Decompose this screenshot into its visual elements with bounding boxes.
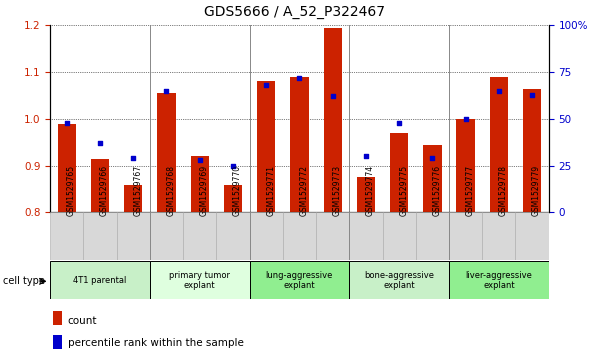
Bar: [316, 212, 349, 260]
Bar: [449, 212, 482, 260]
Bar: [191, 156, 209, 212]
Text: 4T1 parental: 4T1 parental: [73, 276, 127, 285]
Bar: [91, 159, 109, 212]
Bar: [217, 212, 250, 260]
Bar: [283, 212, 316, 260]
Point: [195, 157, 205, 163]
Text: GSM1529775: GSM1529775: [399, 165, 408, 216]
Bar: [257, 81, 276, 212]
Text: GSM1529769: GSM1529769: [199, 165, 209, 216]
Bar: [349, 212, 382, 260]
Bar: [150, 261, 250, 299]
Bar: [349, 261, 449, 299]
Bar: [516, 212, 549, 260]
Point: [129, 155, 138, 161]
Bar: [490, 77, 508, 212]
Text: GSM1529776: GSM1529776: [432, 165, 441, 216]
Point: [228, 163, 238, 168]
Text: GSM1529778: GSM1529778: [499, 165, 508, 216]
Bar: [124, 185, 142, 212]
Bar: [224, 185, 242, 212]
Bar: [58, 123, 76, 212]
Text: GSM1529765: GSM1529765: [67, 165, 76, 216]
Text: GSM1529767: GSM1529767: [133, 165, 142, 216]
Point: [96, 140, 105, 146]
Bar: [482, 212, 516, 260]
Text: GSM1529768: GSM1529768: [166, 165, 175, 216]
Text: lung-aggressive
explant: lung-aggressive explant: [266, 271, 333, 290]
Bar: [523, 89, 541, 212]
Point: [461, 116, 470, 122]
Text: GSM1529777: GSM1529777: [466, 165, 474, 216]
Bar: [323, 28, 342, 212]
Bar: [416, 212, 449, 260]
Text: count: count: [68, 316, 97, 326]
Bar: [357, 177, 375, 212]
Point: [294, 75, 304, 81]
Bar: [150, 212, 183, 260]
Bar: [449, 261, 549, 299]
Text: GDS5666 / A_52_P322467: GDS5666 / A_52_P322467: [205, 5, 385, 20]
Bar: [290, 77, 309, 212]
Point: [361, 153, 371, 159]
Text: percentile rank within the sample: percentile rank within the sample: [68, 338, 244, 348]
Bar: [53, 311, 61, 325]
Text: GSM1529773: GSM1529773: [333, 165, 342, 216]
Bar: [390, 133, 408, 212]
Bar: [50, 212, 83, 260]
Point: [428, 155, 437, 161]
Text: GSM1529766: GSM1529766: [100, 165, 109, 216]
Point: [394, 120, 404, 126]
Text: liver-aggressive
explant: liver-aggressive explant: [466, 271, 532, 290]
Bar: [250, 212, 283, 260]
Bar: [50, 261, 150, 299]
Point: [328, 94, 337, 99]
Text: GSM1529772: GSM1529772: [299, 165, 309, 216]
Text: bone-aggressive
explant: bone-aggressive explant: [364, 271, 434, 290]
Bar: [250, 261, 349, 299]
Bar: [158, 93, 176, 212]
Bar: [53, 335, 61, 348]
Point: [62, 120, 71, 126]
Text: GSM1529770: GSM1529770: [233, 165, 242, 216]
Text: GSM1529779: GSM1529779: [532, 165, 541, 216]
Text: primary tumor
explant: primary tumor explant: [169, 271, 230, 290]
Bar: [457, 119, 475, 212]
Bar: [183, 212, 217, 260]
Bar: [83, 212, 117, 260]
Point: [162, 88, 171, 94]
Text: cell type: cell type: [3, 276, 45, 286]
Point: [527, 92, 537, 98]
Bar: [423, 144, 441, 212]
Text: GSM1529771: GSM1529771: [266, 165, 275, 216]
Point: [494, 88, 504, 94]
Bar: [117, 212, 150, 260]
Point: [261, 82, 271, 88]
Text: GSM1529774: GSM1529774: [366, 165, 375, 216]
Bar: [382, 212, 416, 260]
